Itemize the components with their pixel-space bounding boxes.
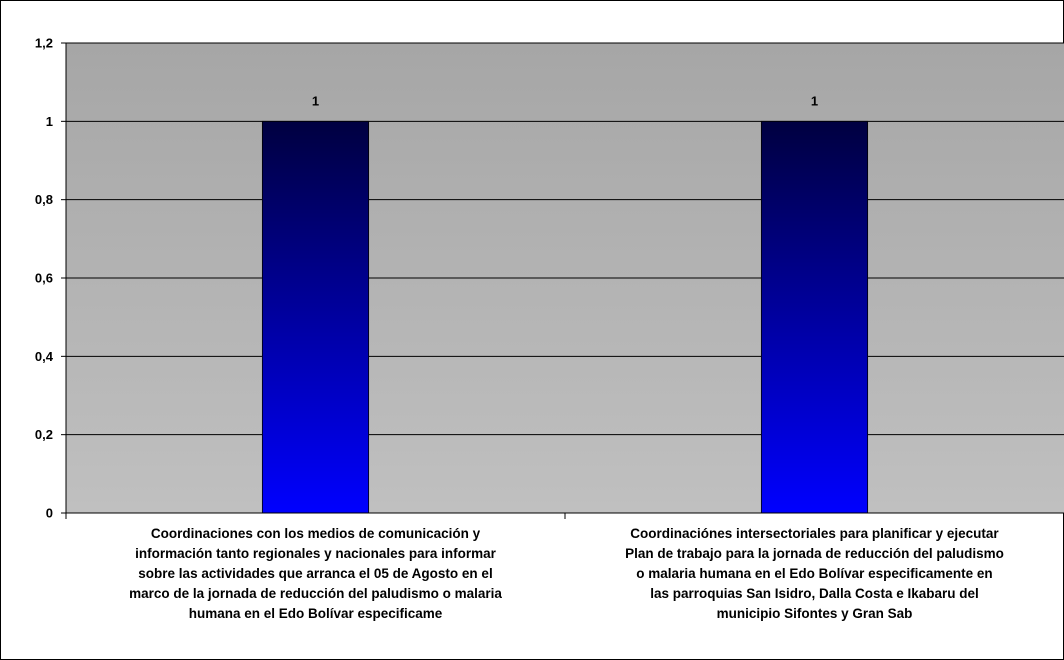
y-tick-label: 0,6 [35, 271, 53, 286]
y-tick-label: 0,4 [35, 349, 54, 364]
gridlines [66, 42, 1064, 436]
x-category-label-line: sobre las actividades que arranca el 05 … [138, 566, 493, 581]
x-category-label: Coordinaciónes intersectoriales para pla… [565, 524, 1064, 624]
bar [760, 120, 869, 514]
bars [261, 120, 869, 514]
x-category-label-line: Plan de trabajo para la jornada de reduc… [625, 546, 1004, 561]
data-label: 1 [312, 93, 319, 108]
x-category-label-line: humana en el Edo Bolívar especificame [188, 606, 443, 621]
x-category-label-line: municipio Sifontes y Gran Sab [716, 606, 913, 621]
x-category-label-line: o malaria humana en el Edo Bolívar espec… [636, 566, 993, 581]
y-tick-label: 1 [46, 114, 53, 129]
x-category-label-line: Coordinaciónes intersectoriales para pla… [630, 526, 999, 541]
y-tick-label: 0,8 [35, 192, 53, 207]
axes [61, 42, 1064, 519]
x-category-label-line: Coordinaciones con los medios de comunic… [150, 526, 481, 541]
y-tick-label: 1,2 [35, 36, 53, 51]
y-tick-label: 0 [46, 506, 53, 521]
x-category-label-line: las parroquias San Isidro, Dalla Costa e… [650, 586, 979, 601]
data-label: 1 [811, 93, 818, 108]
x-category-label-line: marco de la jornada de reducción del pal… [129, 586, 502, 601]
x-category-label: Coordinaciones con los medios de comunic… [66, 524, 565, 624]
y-tick-label: 0,2 [35, 427, 53, 442]
x-category-label-line: información tanto regionales y nacionale… [135, 546, 496, 561]
bar [261, 120, 370, 514]
y-tick-labels: 0 0,2 0,4 0,6 0,8 1 1,2 [35, 36, 54, 521]
